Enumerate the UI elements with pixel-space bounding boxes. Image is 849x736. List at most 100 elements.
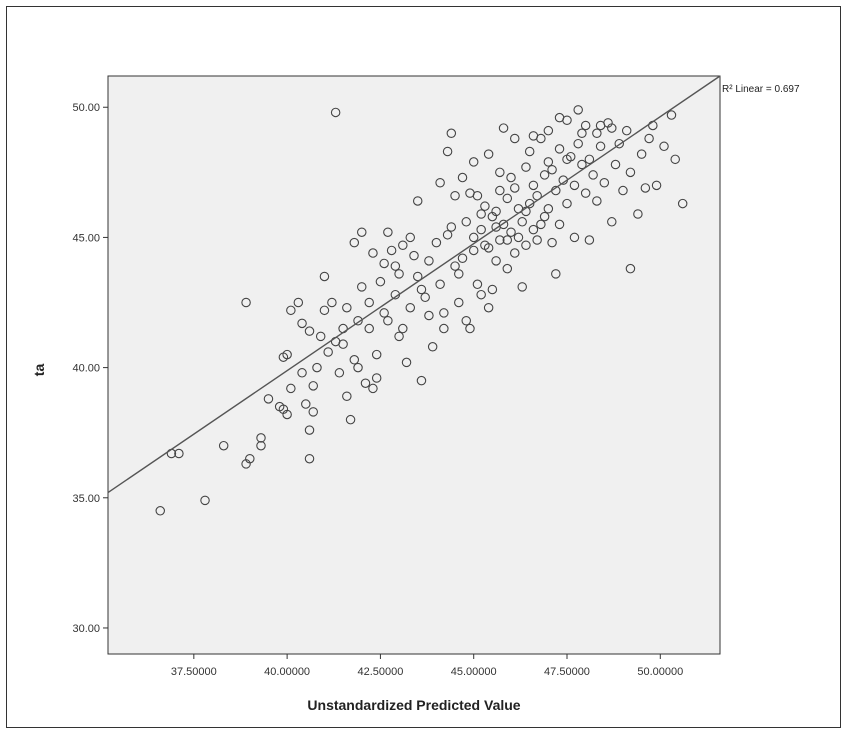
data-point [636, 149, 647, 159]
x-tick-label: 47.50000 [544, 666, 590, 678]
data-point [502, 235, 513, 245]
data-point [539, 170, 550, 180]
data-point [517, 282, 527, 292]
data-point [592, 196, 602, 206]
data-point [394, 331, 404, 342]
data-point [476, 224, 486, 235]
data-point [424, 310, 434, 321]
data-point [580, 120, 591, 131]
data-point [640, 183, 651, 193]
data-point [416, 284, 427, 295]
data-point [330, 107, 341, 118]
data-point [431, 237, 442, 248]
data-point [670, 154, 680, 165]
data-point [155, 506, 165, 516]
data-point [457, 253, 468, 264]
data-point [554, 219, 565, 230]
y-tick-label: 40.00 [72, 363, 100, 375]
data-point [304, 425, 315, 435]
data-point [595, 120, 606, 131]
y-tick-label: 30.00 [72, 623, 100, 635]
data-point [301, 399, 311, 409]
data-point [539, 211, 550, 222]
data-point [487, 284, 498, 295]
data-point [401, 357, 412, 368]
data-point [472, 191, 483, 201]
data-point [510, 183, 520, 193]
data-point [398, 323, 408, 334]
data-point [315, 331, 326, 342]
data-point [495, 185, 505, 196]
data-point [536, 219, 546, 230]
data-point [472, 279, 483, 290]
data-point [577, 159, 587, 170]
data-point [580, 188, 591, 198]
y-tick-label: 50.00 [72, 102, 100, 114]
data-point [483, 149, 494, 159]
data-point [442, 146, 453, 157]
data-point [625, 167, 636, 178]
data-point [386, 245, 397, 256]
data-point [442, 230, 453, 240]
data-point [342, 391, 352, 401]
data-point [405, 232, 416, 243]
data-point [483, 302, 494, 313]
data-point [446, 222, 457, 232]
data-point [457, 172, 468, 183]
data-point [312, 362, 322, 373]
data-point [308, 381, 318, 391]
data-point [491, 256, 501, 266]
data-point [263, 394, 274, 404]
data-point [621, 125, 632, 136]
data-point [405, 302, 416, 313]
data-point [308, 407, 318, 417]
data-point [584, 154, 595, 165]
data-point [461, 217, 471, 227]
data-point [278, 352, 289, 362]
data-point [286, 383, 296, 394]
data-point [528, 131, 539, 141]
data-point [174, 448, 184, 459]
data-point [390, 261, 401, 271]
data-point [502, 263, 513, 274]
data-point [200, 495, 210, 506]
data-point [659, 141, 669, 152]
x-tick-label: 42.50000 [357, 666, 403, 678]
data-point [304, 453, 315, 464]
data-point [338, 339, 348, 349]
plot-area [107, 75, 721, 655]
data-point [394, 269, 404, 279]
data-point [502, 193, 513, 204]
data-point [543, 204, 554, 214]
data-point [398, 240, 408, 250]
data-point [543, 125, 554, 136]
data-point [256, 433, 266, 443]
data-point [524, 198, 535, 209]
x-tick-label: 40.00000 [264, 666, 310, 678]
data-point [569, 232, 580, 243]
data-point [468, 232, 479, 243]
data-point [547, 164, 557, 175]
data-point [375, 276, 386, 287]
data-point [491, 206, 501, 217]
data-point [595, 141, 606, 152]
x-tick-label: 37.50000 [171, 666, 217, 678]
data-point [569, 180, 580, 191]
data-point [644, 133, 654, 144]
data-point [554, 144, 565, 154]
data-point [435, 279, 445, 290]
r-squared-annotation: R² Linear = 0.697 [722, 84, 800, 95]
data-point [379, 258, 389, 269]
data-point [420, 292, 430, 303]
data-point [506, 227, 516, 237]
y-axis-title: ta [31, 364, 47, 377]
data-point [360, 378, 371, 388]
data-point [468, 245, 479, 256]
data-point [416, 375, 427, 386]
data-point [588, 170, 598, 180]
data-point [319, 271, 330, 282]
data-point [454, 297, 464, 308]
x-tick-label: 50.00000 [637, 666, 683, 678]
data-point [349, 237, 360, 248]
data-point [383, 315, 393, 326]
